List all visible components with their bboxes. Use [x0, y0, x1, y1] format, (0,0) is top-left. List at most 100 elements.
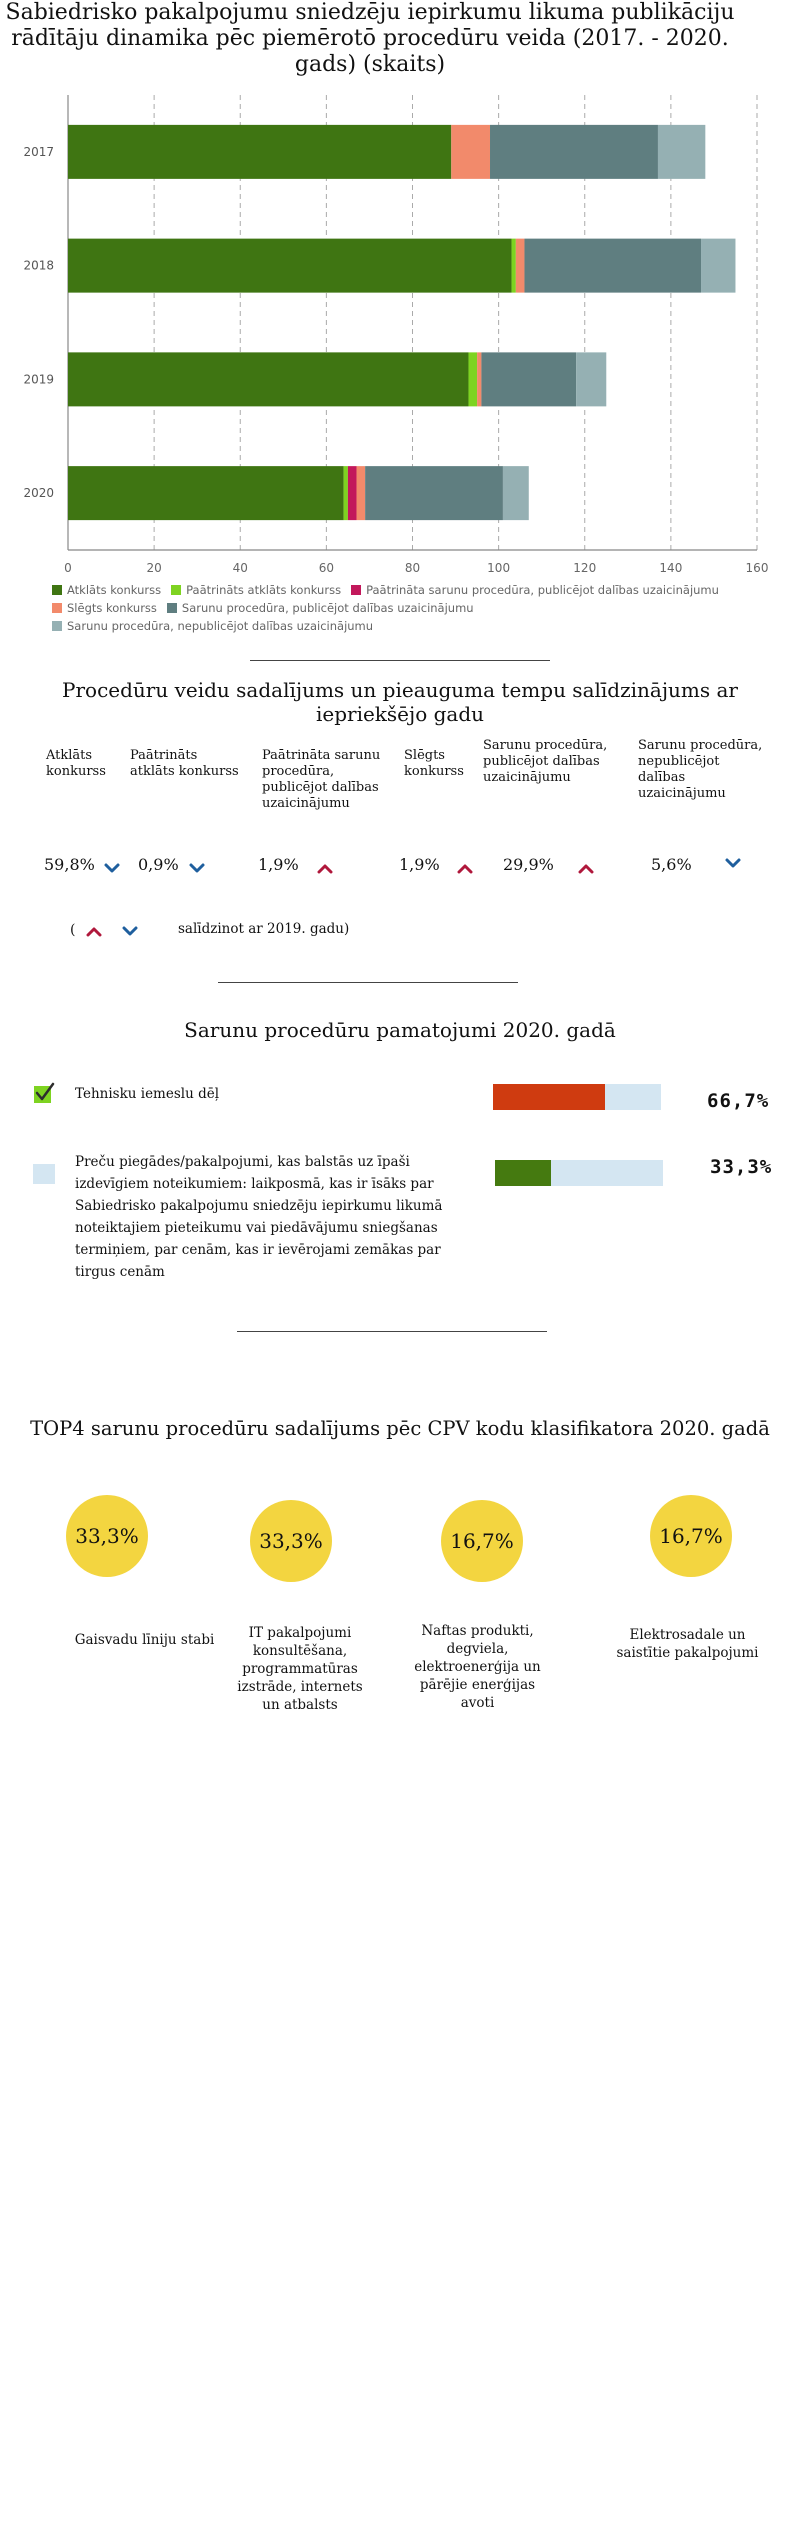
procedure-label: Atklāts konkurss [46, 748, 106, 779]
procedure-label: Sarunu procedūra, nepublicējot dalības u… [638, 738, 763, 801]
procedure-pct: 1,9% [258, 855, 299, 874]
section2-title: Procedūru veidu sadalījums un pieauguma … [62, 678, 738, 726]
x-tick-label: 20 [146, 561, 161, 575]
arrow-down-icon [104, 863, 120, 873]
cpv-2-circle: 33,3% [250, 1500, 332, 1582]
legend-label: Slēgts konkurss [67, 601, 157, 615]
legend-swatch [52, 621, 62, 631]
bar-segment [576, 352, 607, 407]
bar-segment [524, 238, 702, 293]
bar-segment [347, 466, 357, 521]
bar-segment [701, 238, 736, 293]
check-icon [34, 1082, 55, 1103]
legend-swatch [351, 585, 362, 595]
bar-segment [657, 124, 706, 179]
bar-segment [68, 466, 344, 521]
legend-row: Sarunu procedūra, nepublicējot dalības u… [52, 619, 772, 633]
procedure-label: Paātrināta sarunu procedūra, publicējot … [262, 748, 381, 811]
section-divider [250, 660, 550, 661]
x-tick-label: 160 [746, 561, 769, 575]
legend-row: Atklāts konkurss Paātrināts atklāts konku… [52, 583, 772, 597]
legend-swatch [171, 585, 182, 595]
y-tick-label: 2020 [23, 486, 54, 500]
section3-title: Sarunu procedūru pamatojumi 2020. gadā [184, 1018, 616, 1042]
x-tick-label: 40 [233, 561, 248, 575]
legend-row: Slēgts konkurss Sarunu procedūra, publicē… [52, 601, 772, 615]
cpv-1-circle: 33,3% [66, 1495, 148, 1577]
reason-2-bar [495, 1160, 663, 1186]
cpv-4-circle: 16,7% [650, 1495, 732, 1577]
arrow-up-icon [578, 864, 594, 874]
arrow-up-icon [317, 864, 333, 874]
legend-swatch [166, 603, 177, 613]
procedure-label: Sarunu procedūra, publicējot dalības uza… [483, 738, 608, 785]
trend-legend-open: ( [70, 922, 76, 938]
bar-segment [68, 352, 469, 407]
cpv-4-label: Elektrosadale un saistītie pakalpojumi [616, 1627, 759, 1661]
bar-segment [490, 124, 658, 179]
arrow-up-icon [457, 864, 473, 874]
bar-segment [451, 124, 491, 179]
reason-1-bar-fill [493, 1084, 606, 1110]
legend-item: Paātrināta sarunu procedūra, publicējot … [351, 583, 719, 597]
x-tick-label: 80 [405, 561, 420, 575]
reason-2-pct: 33,3% [710, 1156, 773, 1178]
reason-1-pct: 66,7% [707, 1090, 770, 1112]
procedure-pct: 29,9% [503, 855, 554, 874]
procedure-pct: 1,9% [399, 855, 440, 874]
procedure-pct: 0,9% [138, 855, 179, 874]
reason-1-bar [493, 1084, 661, 1110]
procedure-pct: 5,6% [651, 855, 692, 874]
trend-legend-note: salīdzinot ar 2019. gadu) [178, 921, 350, 937]
bar-segment [468, 352, 478, 407]
bar-segment [477, 352, 482, 407]
bar-segment [68, 238, 512, 293]
chart-legend: Atklāts konkurss Paātrināts atklāts konku… [52, 583, 772, 637]
legend-item: Atklāts konkurss [52, 583, 161, 597]
legend-label: Atklāts konkurss [67, 583, 162, 597]
section-divider [237, 1331, 547, 1332]
procedure-label: Slēgts konkurss [404, 748, 464, 779]
bar-segment [365, 466, 503, 521]
legend-label: Paātrināts atklāts konkurss [186, 583, 342, 597]
cpv-2-label: IT pakalpojumi konsultēšana, programmatū… [237, 1625, 363, 1713]
x-tick-label: 140 [659, 561, 682, 575]
arrow-down-icon [122, 926, 138, 936]
legend-swatch [52, 585, 62, 595]
legend-item: Sarunu procedūra, nepublicējot dalības u… [52, 619, 373, 633]
y-tick-label: 2019 [23, 372, 54, 386]
procedure-label: Paātrināts atklāts konkurss [130, 748, 239, 779]
legend-item: Sarunu procedūra, publicējot dalības uza… [166, 601, 474, 615]
section4-title: TOP4 sarunu procedūru sadalījums pēc CPV… [30, 1417, 770, 1440]
cpv-1-label: Gaisvadu līniju stabi [74, 1632, 215, 1648]
reason-2-text: Preču piegādes/pakalpojumi, kas balstās … [75, 1154, 443, 1280]
section-divider [218, 982, 518, 983]
bar-segment [356, 466, 366, 521]
bar-segment [511, 238, 516, 293]
chart-title: Sabiedrisko pakalpojumu sniedzēju iepirk… [5, 0, 735, 77]
stacked-bar-chart: 0 20 40 60 80 100 120 140 160 2017 2018 2019 2020 [23, 95, 769, 575]
legend-item: Slēgts konkurss [52, 601, 157, 615]
bar-segment [502, 466, 529, 521]
legend-label: Sarunu procedūra, publicējot dalības uza… [181, 601, 474, 615]
legend-item: Paātrināts atklāts konkurss [171, 583, 341, 597]
bar-segment [515, 238, 525, 293]
arrow-down-icon [725, 858, 741, 868]
arrow-up-icon [86, 927, 102, 937]
legend-label: Sarunu procedūra, nepublicējot dalības u… [67, 619, 374, 633]
legend-label: Paātrināta sarunu procedūra, publicējot … [366, 583, 719, 597]
cpv-3-label: Naftas produkti, degviela, elektroenerģi… [414, 1623, 541, 1711]
bar-segment [68, 124, 452, 179]
reason-1-text: Tehnisku iemeslu dēļ [75, 1086, 220, 1102]
bar-segment [343, 466, 348, 521]
reason-2-bar-fill [495, 1160, 551, 1186]
x-tick-label: 60 [319, 561, 334, 575]
legend-swatch [52, 603, 62, 613]
cpv-3-circle: 16,7% [441, 1500, 523, 1582]
procedure-pct: 59,8% [44, 855, 95, 874]
x-tick-label: 100 [487, 561, 510, 575]
x-tick-label: 120 [573, 561, 596, 575]
y-tick-label: 2017 [23, 145, 54, 159]
arrow-down-icon [189, 863, 205, 873]
x-tick-label: 0 [64, 561, 72, 575]
